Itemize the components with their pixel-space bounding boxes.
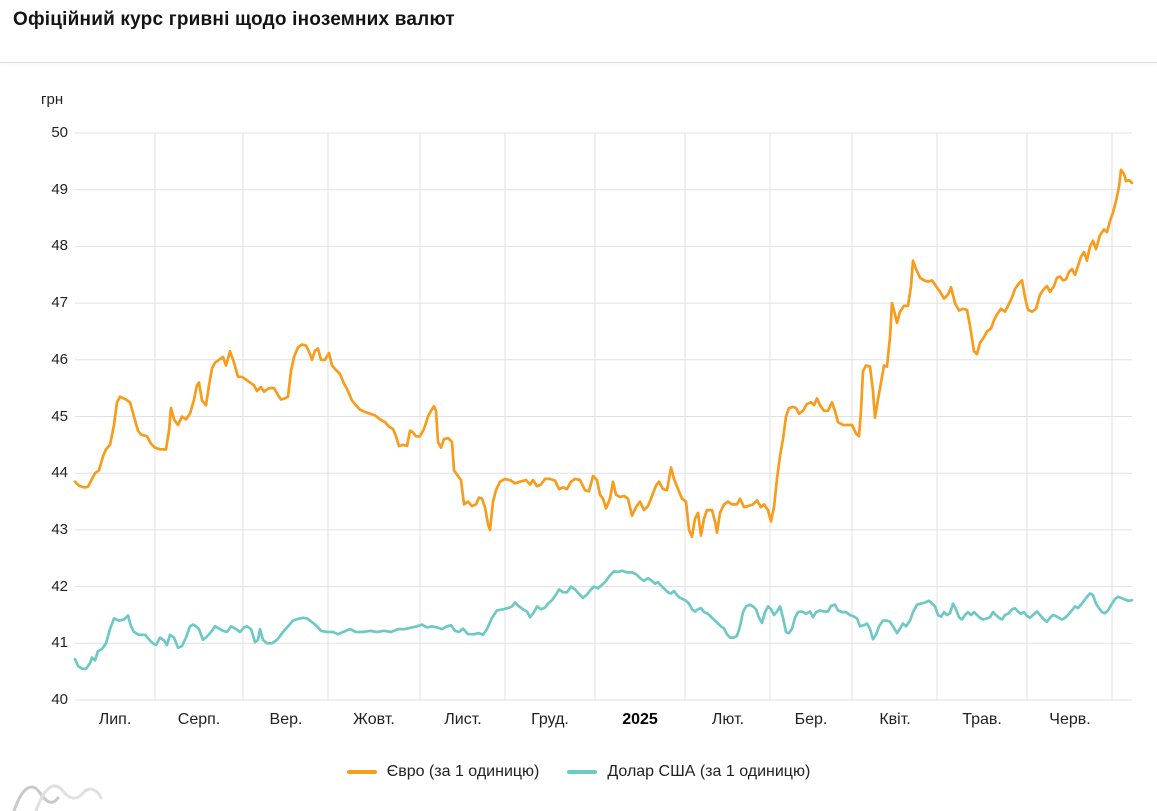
y-tick-label: 45 xyxy=(51,407,68,425)
y-tick-label: 42 xyxy=(51,577,68,595)
legend-line-swatch xyxy=(346,770,377,774)
x-tick-label: Вер. xyxy=(269,711,303,728)
y-tick-label: 49 xyxy=(51,180,68,198)
x-tick-label: Груд. xyxy=(531,711,569,728)
x-tick-label: Квіт. xyxy=(879,711,911,728)
legend-label: Долар США (за 1 одиницю) xyxy=(607,763,811,780)
header-divider xyxy=(0,62,1157,63)
usd-series-line xyxy=(73,569,1134,671)
x-tick-label: Лип. xyxy=(98,711,132,728)
y-axis-unit-label: грн xyxy=(41,91,64,108)
legend-line-swatch xyxy=(567,770,598,774)
chart-legend: Євро (за 1 одиницю) Долар США (за 1 одини… xyxy=(0,763,1157,781)
y-tick-label: 43 xyxy=(51,520,68,538)
y-tick-label: 47 xyxy=(51,294,68,312)
y-tick-label: 48 xyxy=(51,237,68,255)
watermark-logo xyxy=(12,784,103,811)
page-title: Офіційний курс гривні щодо іноземних вал… xyxy=(13,9,455,30)
x-tick-label: Трав. xyxy=(962,711,1002,728)
x-tick-label: Бер. xyxy=(794,711,828,728)
legend-item-euro[interactable]: Євро (за 1 одиницю) xyxy=(346,763,540,781)
x-tick-label: Лист. xyxy=(444,711,482,728)
y-tick-label: 40 xyxy=(51,691,68,708)
y-tick-label: 50 xyxy=(51,124,68,141)
x-tick-label: 2025 xyxy=(622,711,658,728)
euro-series-line xyxy=(73,168,1134,539)
legend-label: Євро (за 1 одиницю) xyxy=(386,763,540,780)
y-tick-label: 46 xyxy=(51,350,68,368)
x-tick-label: Серп. xyxy=(177,711,221,728)
x-tick-label: Лют. xyxy=(711,711,745,728)
legend-item-usd[interactable]: Долар США (за 1 одиницю) xyxy=(567,763,810,781)
x-tick-label: Черв. xyxy=(1049,711,1091,728)
y-tick-label: 41 xyxy=(51,634,68,652)
y-tick-label: 44 xyxy=(51,464,68,482)
x-tick-label: Жовт. xyxy=(353,711,395,728)
